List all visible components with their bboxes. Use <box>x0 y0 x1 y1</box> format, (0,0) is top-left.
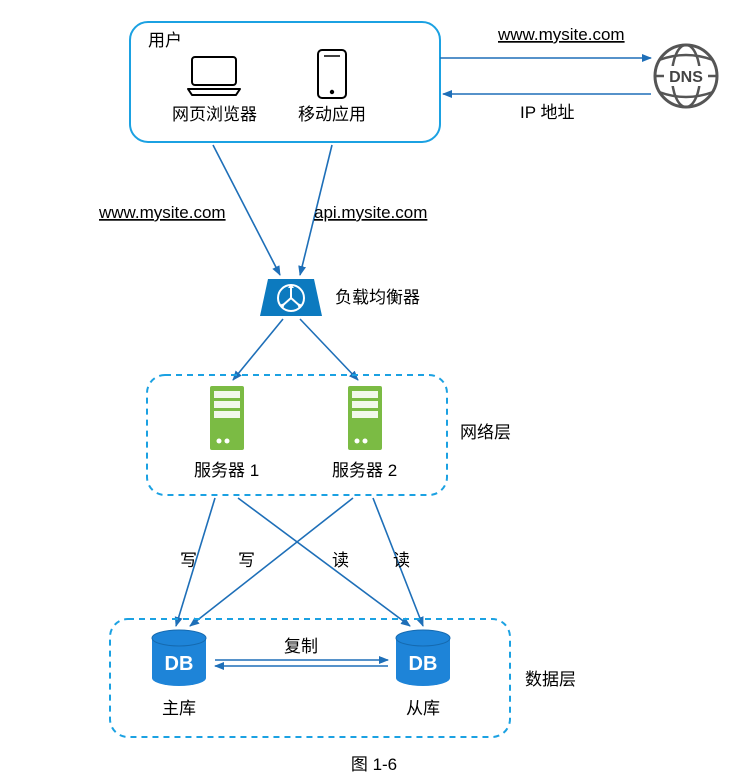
left-url-label: www.mysite.com <box>98 203 226 222</box>
master-db-text: DB <box>165 653 194 675</box>
right-url-label: api.mysite.com <box>314 203 427 222</box>
figure-caption: 图 1-6 <box>351 755 397 774</box>
arrow-s1-read <box>238 498 410 626</box>
master-db-label: 主库 <box>162 699 196 718</box>
read-label-1: 读 <box>332 551 349 570</box>
network-layer-label: 网络层 <box>460 423 511 442</box>
load-balancer-icon <box>260 279 322 316</box>
replicate-label: 复制 <box>284 637 318 656</box>
slave-db-label: 从库 <box>406 699 440 718</box>
dns-label: DNS <box>669 69 703 86</box>
server1-label: 服务器 1 <box>194 461 259 480</box>
arrow-s2-write <box>190 498 353 626</box>
arrow-lb-to-server2 <box>300 319 358 380</box>
load-balancer-label: 负载均衡器 <box>335 288 420 307</box>
dns-icon: DNS <box>655 45 717 107</box>
slave-db-text: DB <box>409 653 438 675</box>
write-label-2: 写 <box>238 551 255 570</box>
browser-label: 网页浏览器 <box>172 105 257 124</box>
dns-bottom-label: IP 地址 <box>520 103 574 122</box>
server1-icon <box>210 386 244 450</box>
arrow-lb-to-server1 <box>233 319 283 380</box>
server2-icon <box>348 386 382 450</box>
laptop-icon <box>188 57 240 95</box>
master-db-icon: DB <box>152 630 206 686</box>
read-label-2: 读 <box>393 551 410 570</box>
dns-top-label: www.mysite.com <box>497 25 625 44</box>
user-box-title: 用户 <box>148 31 182 50</box>
slave-db-icon: DB <box>396 630 450 686</box>
phone-icon <box>318 50 346 98</box>
network-layer-box <box>147 375 447 495</box>
data-layer-label: 数据层 <box>525 670 576 689</box>
write-label-1: 写 <box>180 551 197 570</box>
mobile-label: 移动应用 <box>298 105 366 124</box>
server2-label: 服务器 2 <box>332 461 397 480</box>
